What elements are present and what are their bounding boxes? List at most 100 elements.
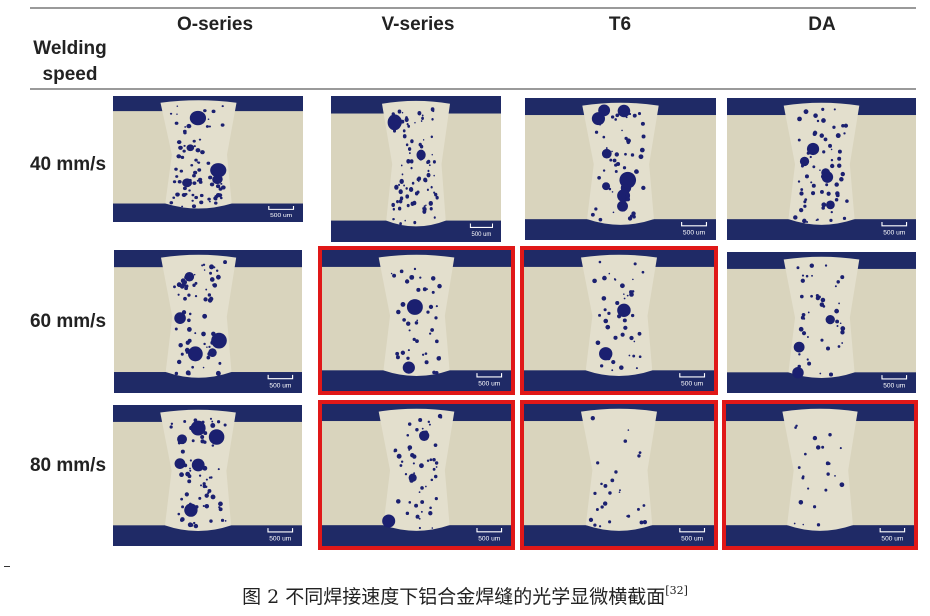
micrograph-40mms-v-series: 500 um [331,96,501,242]
pore [189,523,194,527]
pore [203,269,206,271]
pore [819,372,822,375]
pore [180,497,184,501]
pore [399,196,404,201]
pore [608,491,612,495]
pore [602,135,606,139]
pore [802,218,807,224]
pore [201,264,204,267]
pore [822,150,826,154]
pore [187,338,192,343]
pore [213,266,216,269]
pore [821,168,831,178]
pore [402,134,407,139]
pore [194,294,198,298]
pore [392,207,396,211]
pore [632,278,634,281]
pore [189,469,192,472]
pore [632,354,636,358]
pore [605,324,611,330]
scale-bar-label: 500 um [681,535,704,542]
pore [812,435,818,441]
pore [169,425,173,429]
pore [837,163,842,168]
pore [419,144,424,149]
pore [211,109,216,114]
pore [420,120,423,122]
pore [602,501,608,506]
pore [427,420,431,424]
pore [830,148,833,151]
pore [202,482,206,486]
pore [602,169,606,172]
figure-caption: 图 2 不同焊接速度下铝合金焊缝的光学显微横截面[32] [0,582,930,609]
pore [395,355,400,360]
pore [408,187,414,192]
pore [433,216,436,219]
pore [200,439,205,444]
pore [396,200,399,204]
pore [407,349,410,352]
scale-bar-label: 500 um [270,212,292,219]
pore [810,181,813,184]
pore [793,522,796,525]
caption-text: 图 2 不同焊接速度下铝合金焊缝的光学显微横截面 [242,586,666,608]
pore [614,163,618,167]
pore [197,168,202,172]
pore [179,169,184,173]
pore [829,218,833,222]
pore [610,478,615,483]
scale-bar-label: 500 um [881,535,903,542]
pore [811,191,816,196]
pore [396,309,401,315]
pore [637,112,642,116]
pore [204,503,210,509]
pore [169,112,173,115]
pore [188,178,192,182]
pore [179,284,185,289]
scale-bar [881,375,908,380]
micrograph-80mms-t6: 500 um [520,400,718,550]
pore [434,497,438,501]
pore [404,279,410,284]
pore [195,148,201,153]
pore [794,426,797,429]
pore [409,274,415,280]
pore [208,345,211,349]
pore [184,126,187,128]
pore [825,346,831,351]
pore [174,371,179,376]
pore [177,180,182,184]
pore [837,156,842,161]
pore [836,280,840,284]
pore [415,428,419,432]
pore [597,175,601,180]
pore [429,332,432,335]
pore [404,219,406,222]
pore [416,319,419,322]
column-header-v-series: V-series [381,14,455,35]
pore [427,169,430,173]
pore [627,429,630,431]
pore [621,129,623,132]
pore [395,499,401,504]
pore [390,272,393,275]
pore [426,159,431,164]
pore [825,314,835,325]
pore [793,215,798,220]
pore [187,479,192,484]
pore [835,133,841,139]
pore [183,187,186,189]
pore [421,353,425,356]
pore [174,312,186,324]
pore [184,192,188,196]
top-rule [30,7,916,9]
pore [623,293,625,295]
pore [595,507,599,511]
pore [811,183,816,188]
pore [189,467,191,470]
pore [393,448,398,453]
pore [190,420,206,436]
pore [593,523,597,527]
pore [598,313,602,317]
